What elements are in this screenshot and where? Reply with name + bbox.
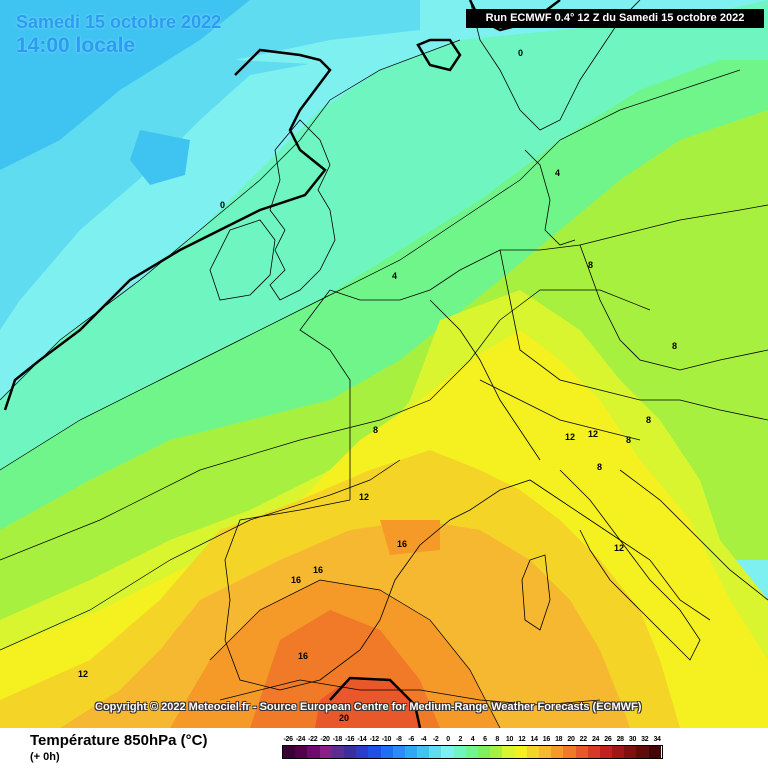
copyright-text: Copyright © 2022 Meteociel.fr - Source E… (95, 701, 642, 713)
legend-swatch (368, 746, 381, 758)
legend-swatch (283, 746, 296, 758)
legend-swatch (490, 746, 503, 758)
legend-label: -8 (396, 736, 402, 743)
legend-swatch (563, 746, 576, 758)
isotherm-label: 8 (672, 341, 677, 351)
legend-swatch (307, 746, 320, 758)
isotherm-label: 16 (291, 575, 301, 585)
legend-swatch (319, 746, 332, 758)
color-legend: -26 -24 -22 -20 -18 -16 -14 -12 -10 -8 -6 -4 -2 0 2 4 6 8… (282, 736, 664, 759)
legend-label: 20 (567, 736, 575, 743)
isotherm-label: 16 (313, 565, 323, 575)
date-title: Samedi 15 octobre 2022 (16, 12, 222, 32)
legend-swatch (343, 746, 357, 758)
legend-swatch (380, 746, 393, 758)
footer: Température 850hPa (°C) (+ 0h) -26 -24 -22… (0, 728, 768, 768)
legend-label: 10 (505, 736, 514, 743)
isotherm-label: 12 (588, 429, 598, 439)
isotherm-label: 16 (298, 651, 308, 661)
legend-swatch (404, 746, 418, 758)
legend-swatch (295, 746, 308, 758)
legend-swatch (356, 746, 369, 758)
isotherm-label: 8 (626, 435, 631, 445)
legend-swatch (502, 746, 515, 758)
isotherm-label: 12 (565, 432, 575, 442)
legend-swatch (624, 746, 637, 758)
legend-label: 6 (483, 736, 487, 743)
legend-label: -26 (283, 736, 294, 743)
isotherm-label: 8 (597, 462, 602, 472)
legend-swatch (612, 746, 625, 758)
legend-swatch (429, 746, 442, 758)
legend-label: 28 (616, 736, 624, 743)
isotherm-label: 4 (555, 168, 560, 178)
forecast-offset: (+ 0h) (30, 751, 60, 763)
legend-swatch (599, 746, 613, 758)
legend-swatch (526, 746, 539, 758)
legend-label: -18 (332, 736, 343, 743)
legend-label: -14 (357, 736, 367, 743)
legend-label: 30 (628, 736, 637, 743)
legend-swatch (551, 746, 564, 758)
legend-label: 32 (641, 736, 649, 743)
isotherm-label: 8 (646, 415, 651, 425)
legend-swatch (636, 746, 649, 758)
legend-swatch (478, 746, 491, 758)
legend-swatch (453, 746, 466, 758)
legend-label: 24 (591, 736, 600, 743)
isotherm-label: 8 (588, 260, 593, 270)
legend-label: -4 (420, 736, 427, 743)
legend-swatch (417, 746, 430, 758)
isotherm-label: 0 (220, 200, 225, 210)
legend-label: 26 (604, 736, 612, 743)
temperature-map: 0 0 4 4 8 8 8 8 8 8 12 12 12 12 12 16 16… (0, 0, 768, 728)
legend-label: -6 (408, 736, 414, 743)
legend-label: -20 (320, 736, 330, 743)
legend-swatch (392, 746, 405, 758)
legend-label: 12 (518, 736, 526, 743)
legend-swatch (538, 746, 552, 758)
legend-label: 2 (458, 736, 463, 743)
run-info-box: Run ECMWF 0.4° 12 Z du Samedi 15 octobre… (466, 9, 764, 28)
legend-labels: -26 -24 -22 -20 -18 -16 -14 -12 -10 -8 -6 -4 -2 0 2 4 6 8… (282, 736, 663, 743)
legend-bar (282, 745, 664, 759)
legend-label: -10 (381, 736, 392, 743)
isotherm-label: 16 (397, 539, 407, 549)
variable-title: Température 850hPa (°C) (30, 732, 208, 749)
legend-label: 18 (555, 736, 563, 743)
legend-label: 0 (446, 736, 450, 743)
legend-label: 16 (542, 736, 550, 743)
isotherm-label: 12 (614, 543, 624, 553)
legend-label: -24 (295, 736, 306, 743)
time-title: 14:00 locale (16, 34, 136, 57)
legend-label: 14 (530, 736, 538, 743)
legend-label: 34 (653, 736, 661, 743)
legend-label: 4 (470, 736, 475, 743)
legend-swatch (465, 746, 478, 758)
isotherm-label: 12 (359, 492, 369, 502)
legend-label: -22 (308, 736, 318, 743)
legend-label: 22 (579, 736, 587, 743)
isotherm-label: 20 (339, 713, 349, 723)
isotherm-label: 0 (518, 48, 523, 58)
legend-label: -16 (345, 736, 355, 743)
legend-swatch (331, 746, 344, 758)
legend-swatch (441, 746, 454, 758)
legend-swatch (514, 746, 527, 758)
isotherm-label: 4 (392, 271, 397, 281)
legend-swatch (575, 746, 588, 758)
legend-swatch (648, 746, 661, 758)
isotherm-label: 12 (78, 669, 88, 679)
legend-label: -2 (432, 736, 439, 743)
legend-label: 8 (495, 736, 499, 743)
legend-swatch (587, 746, 600, 758)
isotherm-label: 8 (373, 425, 378, 435)
legend-label: -12 (369, 736, 380, 743)
